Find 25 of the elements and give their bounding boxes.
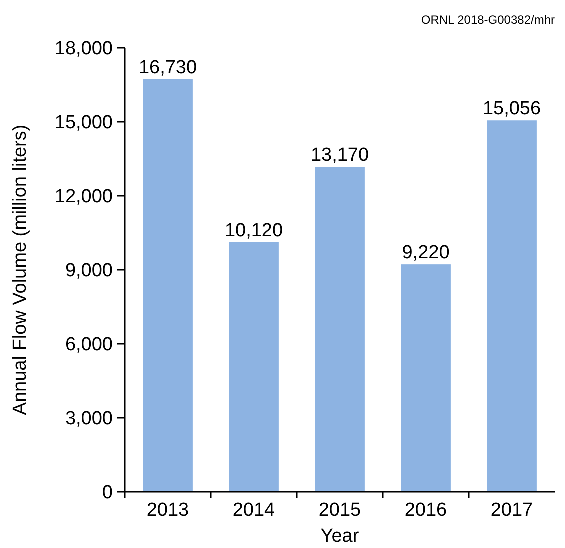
y-tick-label: 3,000	[65, 408, 113, 430]
x-tick-label: 2013	[146, 500, 190, 521]
y-tick-label: 18,000	[54, 38, 113, 60]
bar	[143, 79, 193, 492]
data-label: 15,056	[482, 98, 542, 120]
y-axis-title: Annual Flow Volume (million liters)	[10, 124, 31, 416]
x-tick-label: 2015	[318, 500, 362, 521]
y-tick-label: 9,000	[65, 260, 113, 282]
bar	[229, 242, 279, 492]
bar	[315, 167, 365, 492]
y-tick-label: 0	[102, 482, 113, 504]
y-tick-label: 15,000	[54, 112, 113, 134]
data-label: 9,220	[402, 242, 450, 264]
y-tick-label: 6,000	[65, 334, 113, 356]
data-label: 10,120	[224, 220, 284, 242]
x-tick-label: 2014	[232, 500, 276, 521]
x-axis-title: Year	[320, 526, 360, 547]
x-tick-label: 2017	[490, 500, 534, 521]
text: ORNL 2018-G00382/mhr	[421, 13, 555, 27]
bar	[487, 120, 537, 492]
y-tick-label: 12,000	[54, 186, 113, 208]
bar	[401, 264, 451, 492]
data-label: 13,170	[310, 145, 370, 166]
data-label: 16,730	[138, 57, 198, 78]
x-tick-label: 2016	[404, 500, 448, 521]
